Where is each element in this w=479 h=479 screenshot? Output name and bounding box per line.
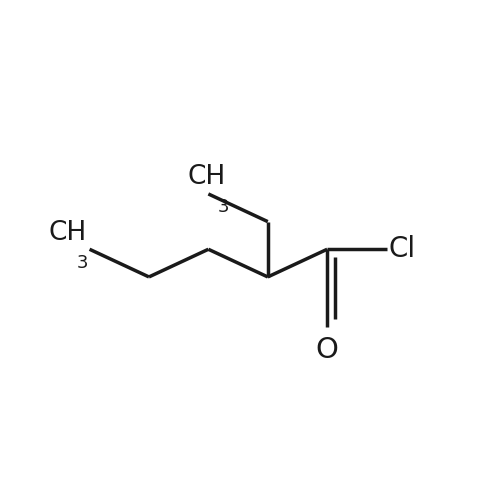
Text: CH: CH: [187, 164, 226, 190]
Text: O: O: [316, 336, 339, 364]
Text: 3: 3: [77, 254, 88, 272]
Text: CH: CH: [48, 219, 87, 246]
Text: 3: 3: [217, 198, 229, 216]
Text: Cl: Cl: [388, 235, 416, 263]
